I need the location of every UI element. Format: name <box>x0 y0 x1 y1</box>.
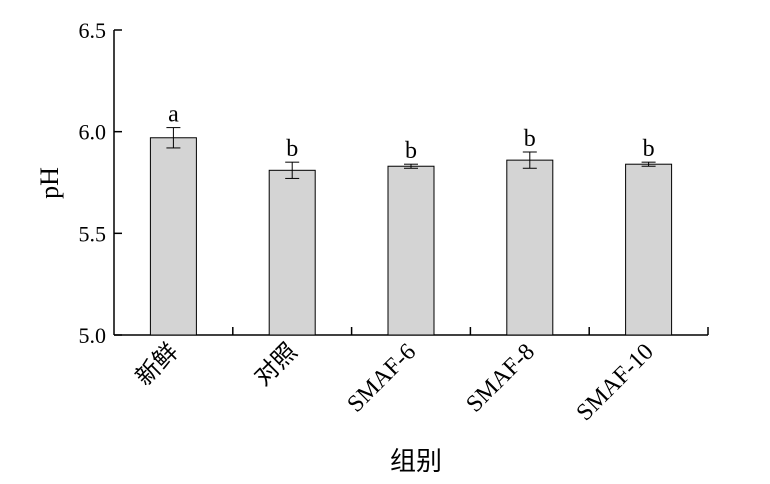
y-tick-label: 6.0 <box>79 120 107 145</box>
x-category-label-3: SMAF-6 <box>342 339 421 418</box>
significance-label-3: b <box>405 138 417 164</box>
significance-label-2: b <box>286 136 298 162</box>
y-tick-label: 6.5 <box>79 18 107 43</box>
x-category-label-1: 新鲜 <box>131 338 184 391</box>
bar-3 <box>387 165 435 336</box>
y-tick-label: 5.5 <box>79 221 107 246</box>
y-axis-title: pH <box>35 167 64 199</box>
bar-2 <box>268 169 316 336</box>
bars-group: a b b b b <box>149 102 673 336</box>
significance-label-5: b <box>643 136 655 162</box>
significance-label-1: a <box>168 102 179 128</box>
bar-1 <box>149 137 197 336</box>
x-category-label-5: SMAF-10 <box>572 339 659 426</box>
x-axis-title: 组别 <box>390 447 442 476</box>
y-tick-label: 5.0 <box>79 323 107 348</box>
x-category-label-2: 对照 <box>249 338 302 391</box>
bar-4 <box>506 159 554 336</box>
x-category-label-4: SMAF-8 <box>461 339 540 418</box>
bar-5 <box>625 163 673 336</box>
significance-label-4: b <box>524 126 536 152</box>
